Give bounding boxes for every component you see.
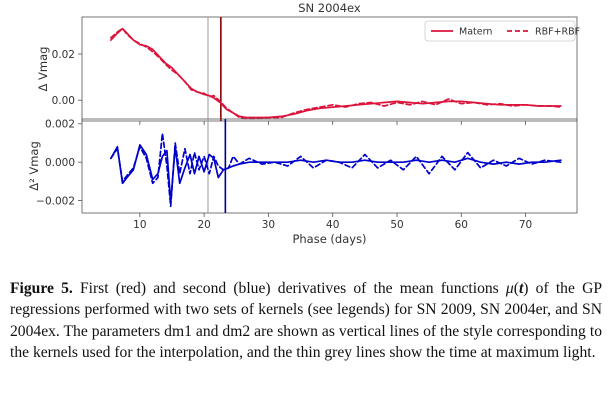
caption-paren-open: ( xyxy=(513,280,519,297)
legend-box xyxy=(424,20,576,42)
legend: Matern RBF+RBF xyxy=(424,20,580,42)
figure-5-plot: 0.00 0.02Δ Vmag SN 2004ex Matern RBF+RBF 10 2… xyxy=(27,1,580,246)
top-y-tick-label: 0.00 xyxy=(52,95,75,107)
bottom-series-rbf-rbf xyxy=(110,132,562,208)
x-axis-label: Phase (days) xyxy=(292,232,366,246)
caption-paren-close: ) xyxy=(523,280,529,297)
caption-text-part1: First (red) and second (blue) derivative… xyxy=(72,280,506,297)
figure-caption: Figure 5. First (red) and second (blue) … xyxy=(10,278,602,364)
legend-entry: Matern xyxy=(459,27,492,38)
x-tick-label: 70 xyxy=(519,219,532,231)
caption-text-part2: of the GP regressions performed with two… xyxy=(10,280,603,362)
top-panel-first-derivative: 0.00 0.02Δ Vmag SN 2004ex Matern RBF+RBF xyxy=(36,1,580,125)
bottom-y-tick-label: 0.000 xyxy=(45,157,75,169)
bottom-axes-frame xyxy=(81,118,578,214)
bottom-y-tick-label: 0.002 xyxy=(45,119,75,131)
caption-mu-symbol: μ xyxy=(505,280,514,297)
x-tick-label: 10 xyxy=(133,219,146,231)
bottom-y-tick-label: −0.002 xyxy=(36,195,75,207)
caption-label: Figure 5. xyxy=(10,280,73,297)
x-tick-label: 30 xyxy=(262,219,275,231)
top-y-tick-label: 0.02 xyxy=(52,49,75,61)
caption-t-symbol: t xyxy=(518,280,524,297)
x-tick-label: 20 xyxy=(197,219,210,231)
x-tick-label: 50 xyxy=(390,219,403,231)
chart-title: SN 2004ex xyxy=(298,1,361,15)
bottom-panel-second-derivative: 10 20 30 40 50 60 70 −0.002 0.000 0.002 Δ² Vmag Pha… xyxy=(27,118,578,246)
top-y-axis-label: Δ Vmag xyxy=(36,47,50,92)
legend-entry: RBF+RBF xyxy=(535,27,580,38)
top-series-rbf-rbf xyxy=(110,27,562,120)
bottom-y-axis-label: Δ² Vmag xyxy=(27,141,41,191)
x-tick-label: 60 xyxy=(455,219,468,231)
top-axes-frame xyxy=(81,16,578,122)
x-tick-label: 40 xyxy=(326,219,339,231)
bottom-series-matern xyxy=(110,144,562,204)
